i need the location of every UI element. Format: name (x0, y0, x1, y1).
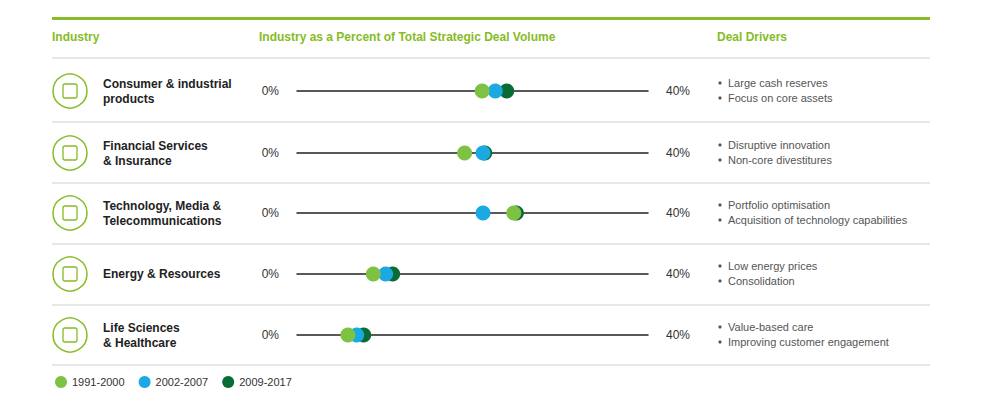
svg-text:& Healthcare: & Healthcare (103, 336, 177, 350)
svg-text:& Insurance: & Insurance (103, 154, 172, 168)
svg-text:Deal Drivers: Deal Drivers (717, 30, 787, 44)
svg-text:products: products (103, 92, 155, 106)
svg-text:Industry: Industry (52, 30, 100, 44)
svg-text:0%: 0% (262, 267, 280, 281)
svg-text:Value-based care: Value-based care (728, 321, 813, 333)
svg-text:Low energy prices: Low energy prices (728, 260, 818, 272)
svg-text:Industry as a Percent of Total: Industry as a Percent of Total Strategic… (259, 30, 556, 44)
svg-text:Consolidation: Consolidation (728, 275, 795, 287)
svg-text:2009-2017: 2009-2017 (239, 376, 292, 388)
svg-text:Energy & Resources: Energy & Resources (103, 267, 221, 281)
svg-text:40%: 40% (666, 84, 690, 98)
svg-text:0%: 0% (262, 146, 280, 160)
svg-text:2002-2007: 2002-2007 (156, 376, 209, 388)
svg-text:Non-core divestitures: Non-core divestitures (728, 154, 832, 166)
svg-text:Portfolio optimisation: Portfolio optimisation (728, 199, 830, 211)
svg-text:Consumer & industrial: Consumer & industrial (103, 77, 232, 91)
svg-text:Acquisition of technology capa: Acquisition of technology capabilities (728, 214, 908, 226)
svg-text:Telecommunications: Telecommunications (103, 214, 222, 228)
svg-text:1991-2000: 1991-2000 (72, 376, 125, 388)
svg-text:Technology, Media &: Technology, Media & (103, 199, 222, 213)
svg-text:Life Sciences: Life Sciences (103, 321, 180, 335)
svg-text:Large cash reserves: Large cash reserves (728, 77, 828, 89)
svg-text:Focus on core assets: Focus on core assets (728, 92, 833, 104)
svg-text:Disruptive innovation: Disruptive innovation (728, 139, 830, 151)
svg-text:40%: 40% (666, 267, 690, 281)
svg-text:0%: 0% (262, 206, 280, 220)
svg-text:40%: 40% (666, 206, 690, 220)
svg-text:40%: 40% (666, 328, 690, 342)
svg-text:40%: 40% (666, 146, 690, 160)
svg-text:0%: 0% (262, 84, 280, 98)
svg-text:Financial Services: Financial Services (103, 139, 208, 153)
svg-text:0%: 0% (262, 328, 280, 342)
svg-text:Improving customer engagement: Improving customer engagement (728, 336, 889, 348)
